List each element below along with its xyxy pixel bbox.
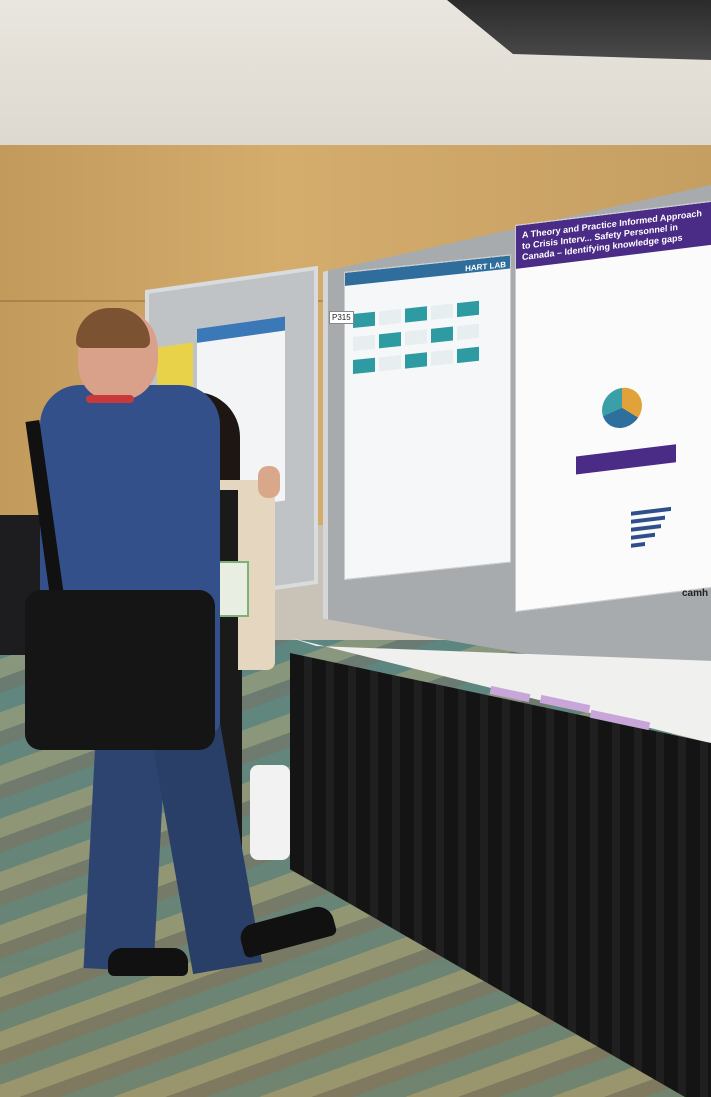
figure-block xyxy=(457,346,479,364)
camh-logo: camh xyxy=(682,588,709,599)
figure-block xyxy=(457,323,479,341)
figure-block xyxy=(405,329,427,346)
figure-block xyxy=(379,355,401,372)
poster-callout xyxy=(576,444,676,475)
figure-block xyxy=(431,326,453,343)
shoe xyxy=(108,948,188,976)
figure-block xyxy=(405,306,427,323)
figure-block xyxy=(353,334,375,352)
name-badge xyxy=(215,561,249,617)
plastic-bag xyxy=(250,765,290,860)
poster-left-figures xyxy=(351,296,501,381)
figure-block xyxy=(431,303,453,320)
pie-chart-graphic xyxy=(602,385,642,431)
poster-left-lab-name: HART LAB xyxy=(465,259,506,274)
figure-block xyxy=(379,332,401,349)
bar xyxy=(631,532,655,540)
display-table xyxy=(290,628,711,1097)
board-number: P315 xyxy=(329,311,354,324)
figure-block xyxy=(457,300,479,318)
poster-right: A Theory and Practice Informed Approach … xyxy=(515,200,711,613)
woman-hand xyxy=(258,466,280,498)
figure-block xyxy=(353,311,375,329)
figure-block xyxy=(405,352,427,369)
bar xyxy=(631,506,671,516)
figure-block xyxy=(379,309,401,326)
shoulder-bag xyxy=(25,590,215,750)
figure-block xyxy=(353,357,375,375)
bar xyxy=(631,515,665,524)
poster-left: HART LAB xyxy=(344,254,511,581)
bar xyxy=(631,524,661,532)
bar xyxy=(631,542,645,548)
lanyard xyxy=(86,395,134,403)
figure-block xyxy=(431,349,453,366)
man-hair xyxy=(76,308,150,348)
